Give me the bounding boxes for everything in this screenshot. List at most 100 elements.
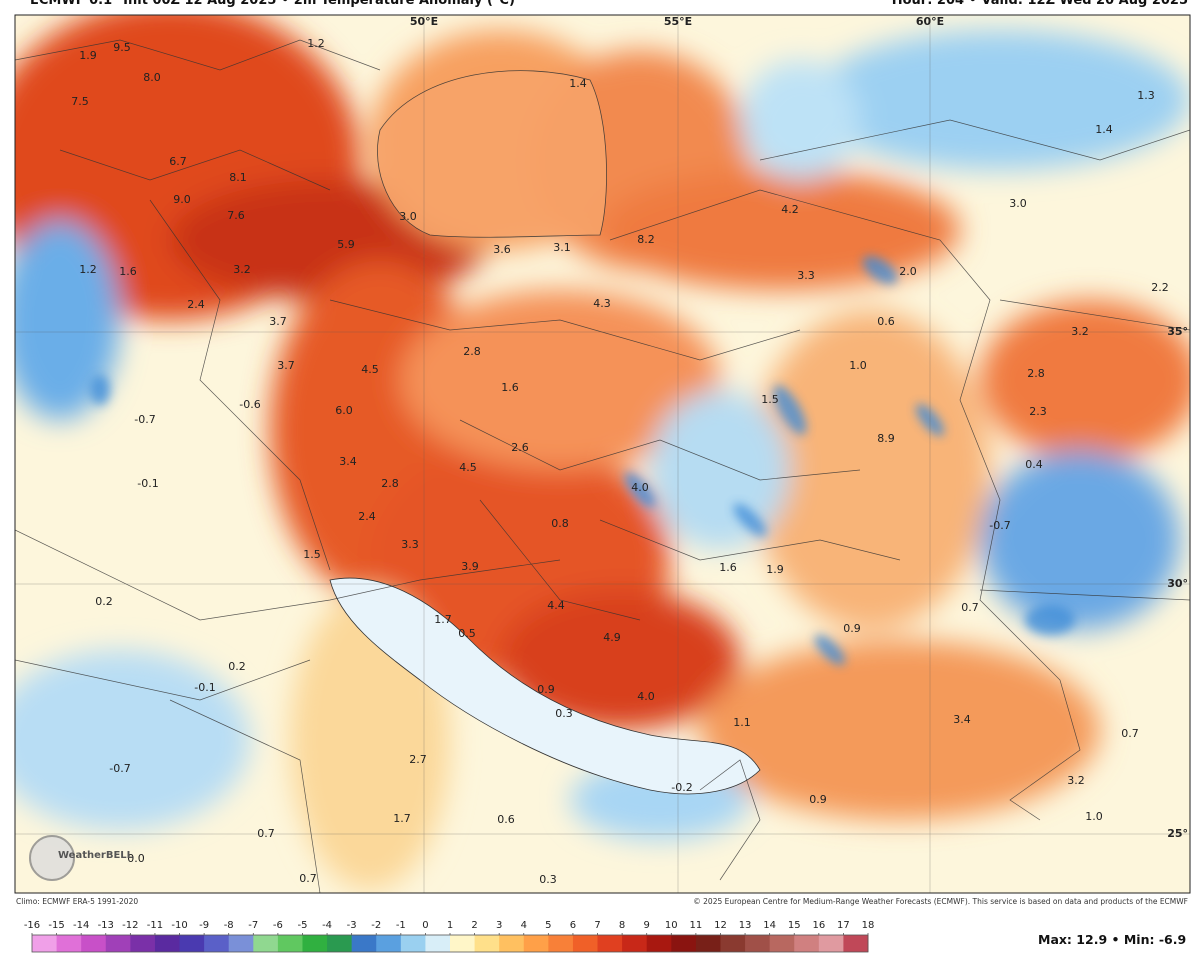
map-value-label: 3.4 [953,713,971,726]
map-value-label: 0.7 [1121,727,1139,740]
map-value-label: 0.3 [539,873,557,886]
colorbar-segment [204,935,230,952]
colorbar-segment [327,935,353,952]
colorbar-tick-label: 17 [837,920,850,931]
map-value-label: 4.5 [459,461,477,474]
colorbar-segment [179,935,205,952]
colorbar-tick-label: -3 [347,920,357,931]
min-value: -6.9 [1159,932,1186,947]
map-value-label: 3.0 [1009,197,1027,210]
colorbar-tick-label: 5 [545,920,551,931]
map-value-label: 1.0 [849,359,867,372]
colorbar-segment [277,935,303,952]
colorbar-segment [622,935,648,952]
colorbar-segment [745,935,771,952]
colorbar-tick-label: 15 [788,920,801,931]
map-value-label: 4.9 [603,631,621,644]
map-value-label: 1.9 [79,49,97,62]
colorbar-segment [32,935,58,952]
geo-label: 35° [1167,325,1188,338]
colorbar-tick-label: 4 [521,920,527,931]
map-value-label: -0.2 [671,781,692,794]
colorbar-segment [671,935,697,952]
colorbar-tick-label: -16 [24,920,40,931]
colorbar-tick-label: 0 [422,920,428,931]
map-value-label: 8.1 [229,171,247,184]
colorbar-segment [81,935,107,952]
colorbar-tick-label: -13 [98,920,114,931]
colorbar-segment [474,935,500,952]
map-value-label: 3.1 [553,241,571,254]
map-value-label: 1.7 [393,812,411,825]
map-value-label: 0.7 [257,827,275,840]
colorbar-tick-label: 13 [739,920,752,931]
map-value-label: 0.9 [809,793,827,806]
map-value-label: 8.0 [143,71,161,84]
map-value-label: 4.3 [593,297,611,310]
map-value-label: 0.2 [228,660,246,673]
colorbar-segment [154,935,181,952]
colorbar-tick-label: 7 [594,920,600,931]
max-label: Max: [1038,932,1072,947]
colorbar-segment [450,935,476,952]
credit-right: © 2025 European Centre for Medium-Range … [693,897,1188,906]
map-value-label: -0.7 [989,519,1010,532]
geo-label: 50°E [410,15,438,28]
colorbar-segment [228,935,254,952]
colorbar-segment [597,935,623,952]
header-left: ECMWF 0.1° Init 00Z 12 Aug 2025 • 2m Tem… [30,0,515,8]
colorbar-tick-label: 3 [496,920,502,931]
map-value-label: 1.4 [569,77,587,90]
map-value-label: 1.3 [1137,89,1155,102]
colorbar-tick-label: -6 [273,920,283,931]
map-value-label: 3.2 [233,263,251,276]
map-value-label: 1.4 [1095,123,1113,136]
map-value-label: 0.3 [555,707,573,720]
colorbar-tick-label: 11 [690,920,703,931]
colorbar-segment [351,935,377,952]
map-value-label: 1.5 [303,548,321,561]
map-value-label: 0.7 [961,601,979,614]
map-value-label: 9.5 [113,41,131,54]
map-value-label: 6.7 [169,155,187,168]
map-value-label: 1.9 [766,563,784,576]
colorbar-tick-label: 2 [471,920,477,931]
colorbar-segment [130,935,156,952]
map-value-label: 8.2 [637,233,655,246]
stats: Max: 12.9 • Min: -6.9 [1038,932,1186,947]
colorbar-segment [400,935,426,952]
colorbar-tick-label: -2 [371,920,381,931]
colorbar-tick-label: 16 [812,920,825,931]
geo-label: 60°E [916,15,944,28]
colorbar-segment [818,935,844,952]
colorbar-segment [302,935,328,952]
colorbar-tick-label: -7 [248,920,258,931]
colorbar-tick-label: -15 [48,920,64,931]
map-value-label: 0.0 [127,852,145,865]
map-value-label: -0.7 [134,413,155,426]
min-label: Min: [1124,932,1155,947]
colorbar-tick-label: 18 [862,920,875,931]
header-right: Hour: 204 • Valid: 12Z Wed 20 Aug 2025 [892,0,1188,8]
colorbar-tick-label: -11 [147,920,163,931]
colorbar-segment [253,935,279,952]
colorbar-segment [425,935,451,952]
map-value-label: 1.1 [733,716,751,729]
separator: • [1112,932,1120,947]
map-value-label: 2.6 [511,441,529,454]
colorbar-segment [56,935,82,952]
credit-left: Climo: ECMWF ERA-5 1991-2020 [16,897,138,906]
colorbar-tick-label: 9 [644,920,650,931]
map-value-label: 1.6 [119,265,137,278]
map-value-label: 1.7 [434,613,452,626]
map-value-label: 1.0 [1085,810,1103,823]
map-value-label: 0.8 [551,517,569,530]
map-value-label: 7.6 [227,209,245,222]
map-value-label: 2.8 [1027,367,1045,380]
colorbar-segment [720,935,746,952]
map-value-label: 4.5 [361,363,379,376]
map-value-label: 9.0 [173,193,191,206]
map-value-label: -0.1 [194,681,215,694]
colorbar-tick-label: 8 [619,920,625,931]
